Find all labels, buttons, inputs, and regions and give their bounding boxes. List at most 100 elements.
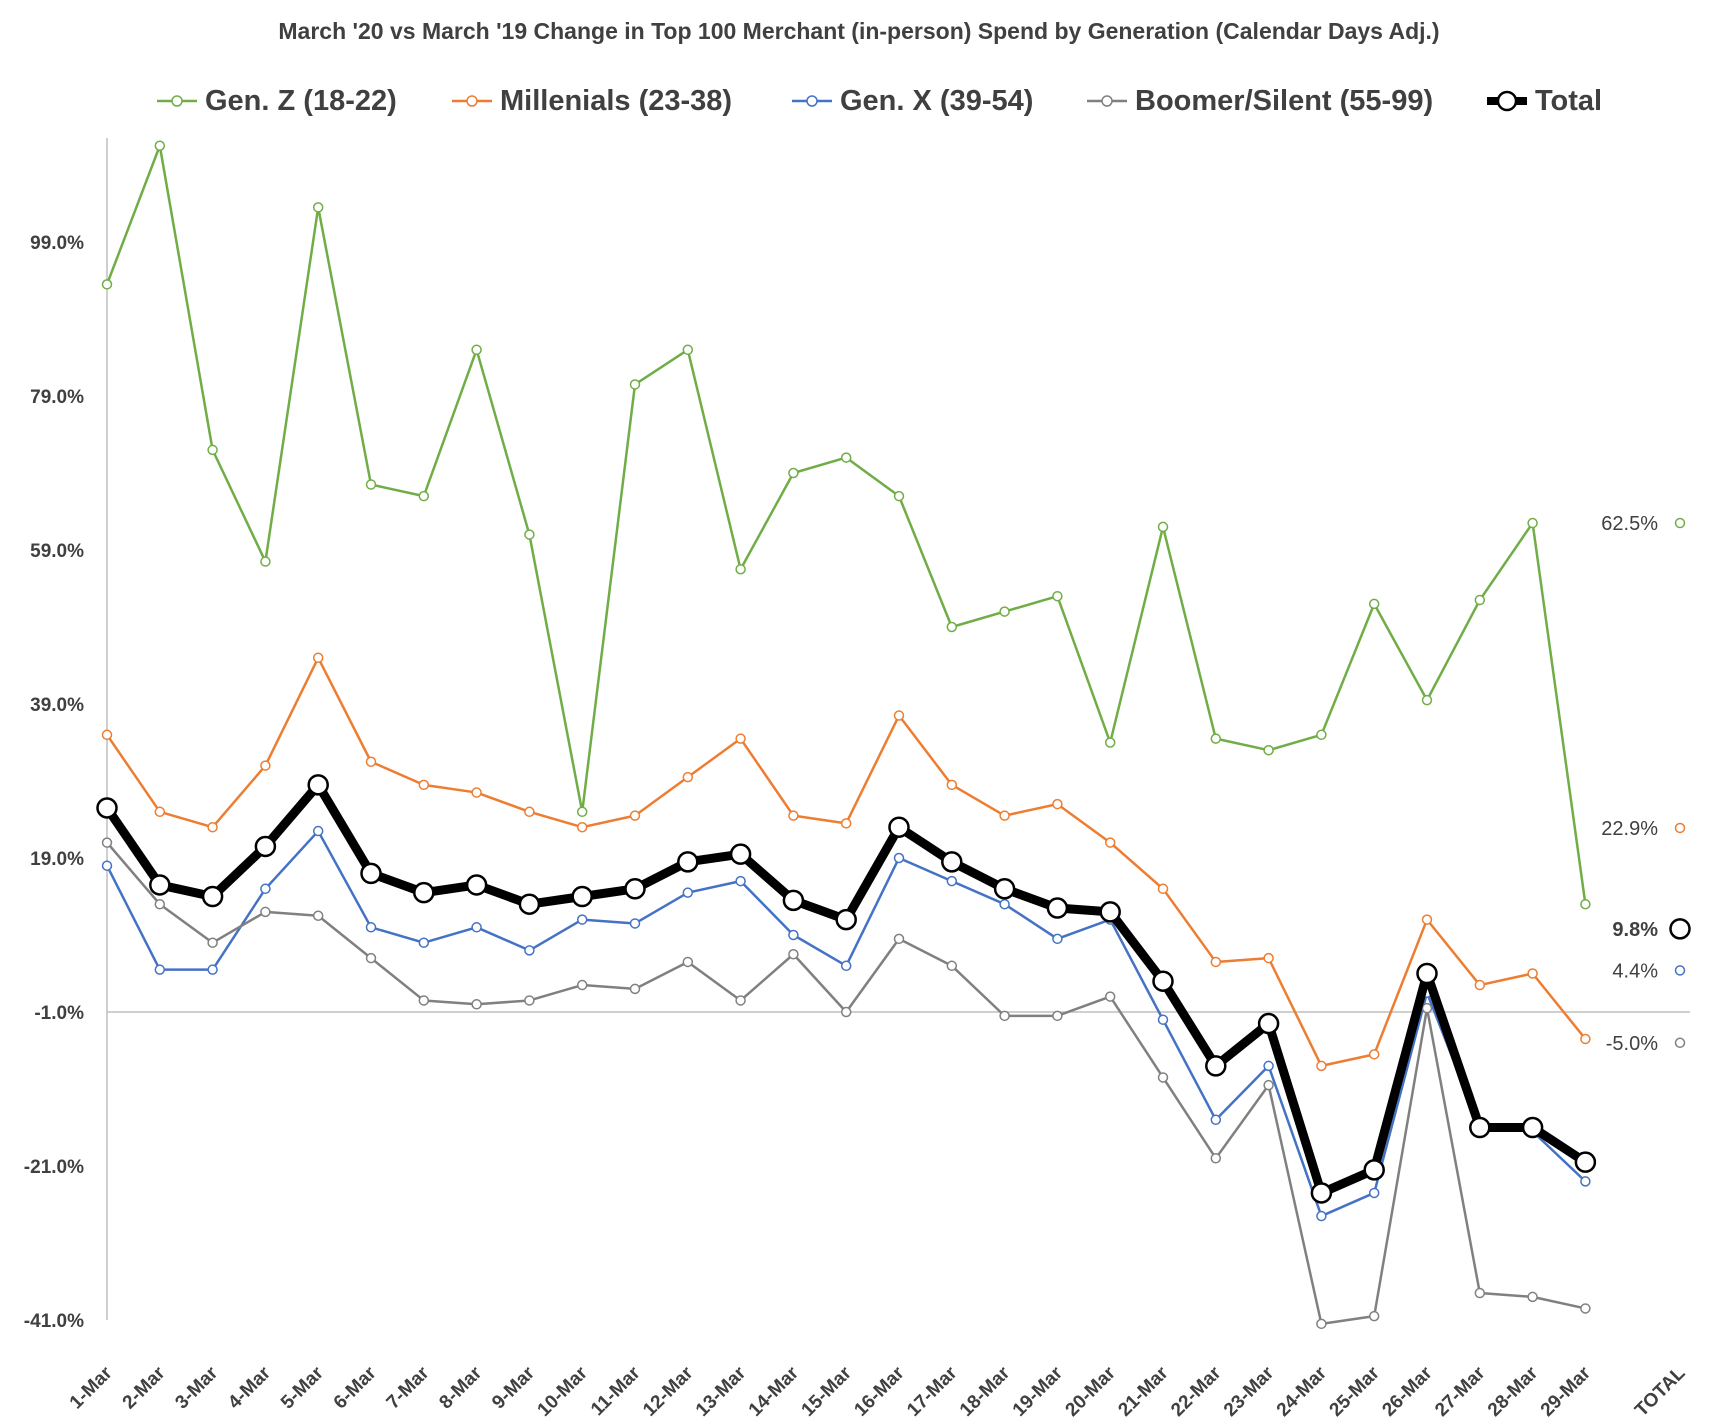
data-point-boomer-silent-55-99	[312, 910, 324, 921]
data-point-total	[624, 878, 646, 900]
data-point-millenials-23-38	[999, 810, 1010, 821]
data-point-gen-x-39-54	[1263, 1060, 1274, 1072]
data-point-gen-z-18-22	[365, 479, 377, 490]
data-point-gen-z-18-22	[418, 490, 430, 502]
data-point-gen-z-18-22	[101, 279, 113, 290]
data-point-boomer-silent-55-99	[1474, 1287, 1486, 1299]
data-point-gen-z-18-22	[1527, 517, 1538, 529]
data-point-total	[677, 851, 699, 873]
data-point-total	[571, 885, 593, 908]
data-point-boomer-silent-55-99	[1157, 1072, 1169, 1083]
data-point-total	[360, 862, 382, 885]
y-tick-label: 59.0%	[30, 541, 84, 562]
x-tick-label: 3-Mar	[171, 1362, 222, 1413]
x-tick-label: 2-Mar	[119, 1362, 170, 1413]
data-point-gen-z-18-22	[1052, 590, 1063, 602]
data-point-boomer-silent-55-99	[1527, 1291, 1538, 1303]
data-point-total	[1257, 1012, 1280, 1035]
data-point-gen-z-18-22	[1104, 737, 1116, 748]
data-point-boomer-silent-55-99	[1210, 1153, 1222, 1164]
data-point-gen-z-18-22	[1210, 733, 1222, 744]
data-point-gen-z-18-22	[682, 344, 694, 356]
x-tick-label: 18-Mar	[956, 1362, 1015, 1421]
x-tick-label: 25-Mar	[1326, 1362, 1385, 1421]
legend-swatch	[1487, 90, 1527, 112]
data-point-total	[307, 774, 329, 796]
data-point-total	[201, 885, 224, 908]
x-tick-label: 11-Mar	[587, 1362, 645, 1420]
x-tick-label: 26-Mar	[1378, 1362, 1437, 1421]
total-label-gen-x-39-54: 4.4%	[1612, 960, 1658, 982]
x-tick-label: 21-Mar	[1114, 1362, 1173, 1421]
data-point-millenials-23-38	[1368, 1049, 1380, 1060]
x-tick-label: 15-Mar	[798, 1362, 857, 1421]
data-point-millenials-23-38	[576, 821, 588, 833]
data-point-boomer-silent-55-99	[365, 952, 377, 964]
data-point-gen-x-39-54	[471, 922, 482, 933]
x-tick-label: TOTAL	[1631, 1362, 1690, 1421]
data-point-millenials-23-38	[1263, 952, 1274, 964]
series-line-total	[103, 780, 1588, 1198]
data-point-millenials-23-38	[418, 779, 430, 791]
data-point-gen-x-39-54	[576, 914, 588, 925]
data-point-gen-z-18-22	[576, 806, 588, 818]
data-point-gen-x-39-54	[418, 937, 430, 948]
data-point-gen-z-18-22	[1421, 694, 1433, 706]
x-tick-label: 5-Mar	[277, 1362, 328, 1413]
data-point-gen-x-39-54	[524, 945, 535, 956]
data-point-total	[518, 893, 541, 915]
data-point-millenials-23-38	[840, 818, 852, 829]
y-tick-label: 79.0%	[30, 387, 84, 408]
data-point-gen-x-39-54	[1580, 1176, 1591, 1187]
total-point-total	[1669, 918, 1691, 940]
legend-label: Millenials (23-38)	[500, 84, 733, 117]
data-point-gen-z-18-22	[471, 344, 482, 356]
legend-swatch	[792, 95, 832, 107]
data-point-boomer-silent-55-99	[946, 960, 958, 972]
x-tick-label: 24-Mar	[1273, 1362, 1332, 1421]
legend-item-total: Total	[1485, 80, 1602, 122]
x-tick-label: 1-Mar	[66, 1362, 117, 1413]
data-point-gen-x-39-54	[946, 875, 958, 887]
data-point-boomer-silent-55-99	[418, 995, 430, 1006]
data-point-millenials-23-38	[1104, 837, 1116, 848]
data-point-gen-x-39-54	[101, 860, 113, 871]
data-point-millenials-23-38	[154, 806, 166, 818]
data-point-boomer-silent-55-99	[735, 995, 746, 1006]
data-point-total	[1574, 1151, 1597, 1173]
data-point-gen-z-18-22	[893, 490, 905, 502]
data-point-gen-z-18-22	[260, 556, 271, 567]
data-point-boomer-silent-55-99	[524, 995, 535, 1006]
x-tick-label: 14-Mar	[745, 1362, 804, 1421]
series-gen-z-18-22: 62.5%	[101, 140, 1686, 910]
legend-label: Boomer/Silent (55-99)	[1135, 84, 1434, 117]
data-point-boomer-silent-55-99	[1421, 1002, 1433, 1014]
legend-swatch	[452, 95, 492, 107]
data-point-gen-x-39-54	[1316, 1210, 1327, 1222]
data-point-gen-z-18-22	[207, 444, 218, 456]
data-point-boomer-silent-55-99	[471, 999, 482, 1010]
data-point-millenials-23-38	[101, 729, 113, 741]
legend-item-gen-x-39-54: Gen. X (39-54)	[790, 80, 1033, 122]
chart-title: March '20 vs March '19 Change in Top 100…	[278, 18, 1440, 44]
data-point-millenials-23-38	[1474, 979, 1486, 991]
x-tick-label: 20-Mar	[1062, 1362, 1121, 1421]
data-point-boomer-silent-55-99	[788, 949, 799, 960]
data-point-gen-x-39-54	[840, 960, 852, 972]
data-point-gen-z-18-22	[1316, 729, 1327, 741]
data-point-total	[782, 889, 805, 912]
x-tick-label: 19-Mar	[1009, 1362, 1068, 1421]
data-point-boomer-silent-55-99	[893, 933, 905, 945]
data-point-total	[1152, 970, 1174, 992]
data-point-boomer-silent-55-99	[629, 983, 641, 995]
x-tick-label: 27-Mar	[1431, 1362, 1490, 1421]
total-label-total: 9.8%	[1612, 919, 1658, 941]
data-point-millenials-23-38	[1316, 1060, 1327, 1072]
y-tick-label: -41.0%	[24, 1311, 84, 1332]
data-point-millenials-23-38	[629, 810, 641, 821]
data-point-millenials-23-38	[682, 771, 694, 783]
total-label-boomer-silent-55-99: -5.0%	[1606, 1033, 1658, 1055]
series-millenials-23-38: 22.9%	[101, 652, 1686, 1072]
data-point-total	[1099, 901, 1121, 923]
